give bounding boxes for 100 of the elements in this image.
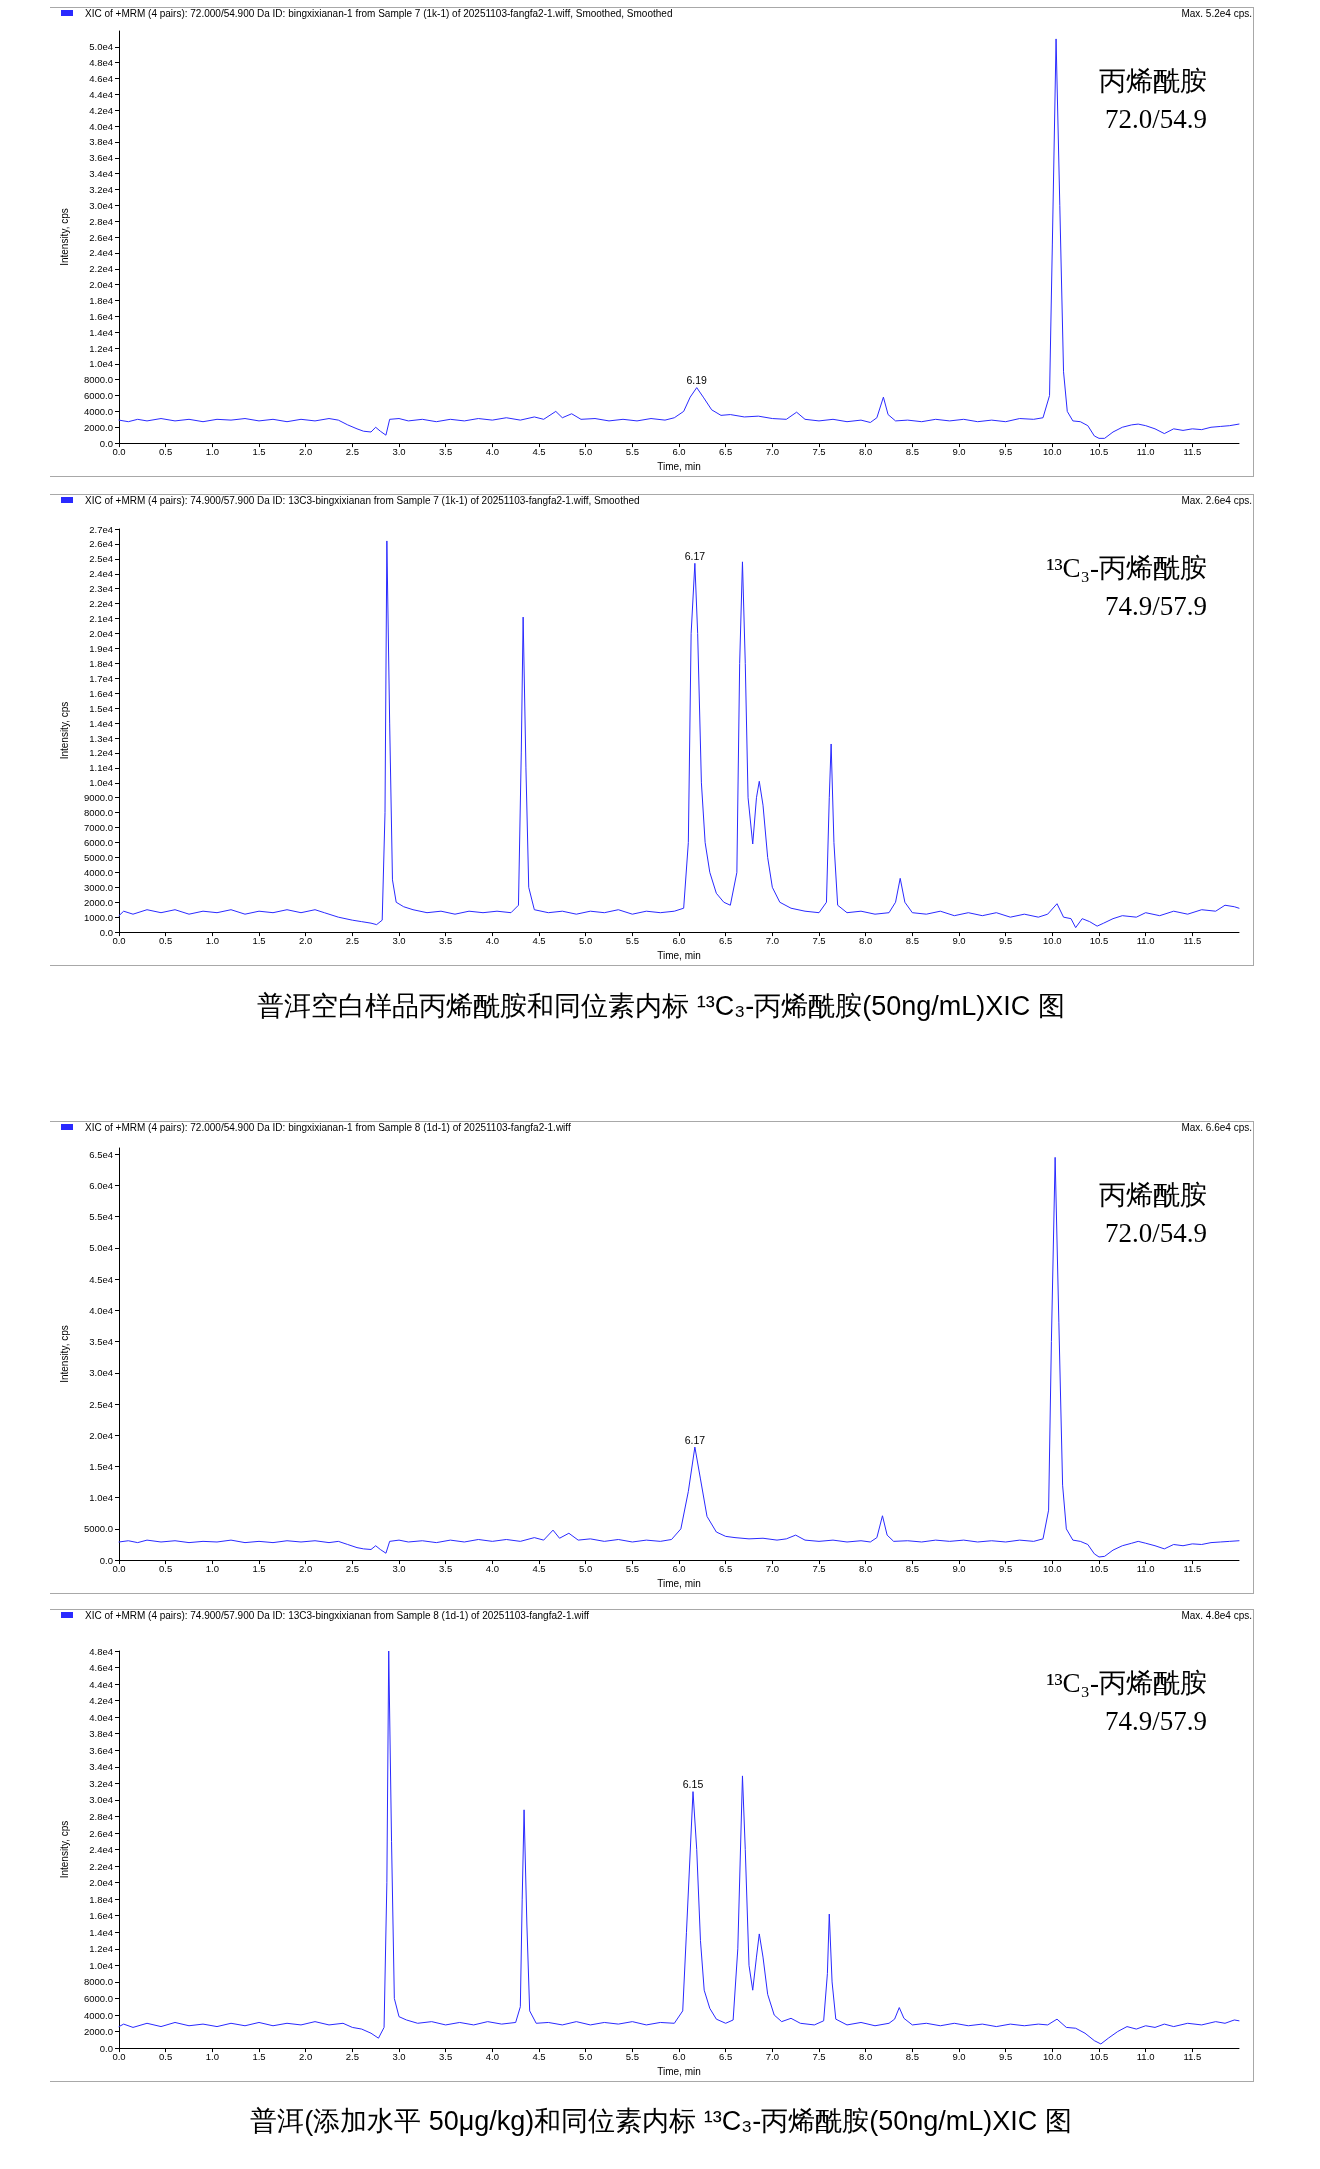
x-tick-label: 6.0: [672, 934, 686, 946]
x-tick-label: 8.5: [905, 1562, 919, 1574]
y-tick-label: 1.8e4: [89, 1893, 113, 1905]
annotation: 6.15: [682, 1778, 704, 1791]
y-tick-label: 0.0: [99, 437, 113, 449]
y-tick-label: 4.2e4: [89, 1695, 113, 1707]
line-series: [118, 1650, 1240, 2045]
x-tick-label: 4.5: [532, 934, 546, 946]
annotation: 74.9/57.9: [1105, 1705, 1208, 1736]
x-tick-label: 11.0: [1136, 445, 1155, 457]
x-tick-label: 1.0: [205, 2050, 219, 2062]
text: Max. 5.2e4 cps.: [1181, 7, 1252, 19]
y-tick-label: 1.0e4: [89, 358, 113, 370]
x-tick-label: 4.5: [532, 2050, 546, 2062]
x-tick-label: 0.0: [112, 934, 126, 946]
x-tick-label: 3.0: [392, 934, 406, 946]
x-axis-title: Time, min: [657, 949, 701, 961]
y-tick-label: 3.8e4: [89, 1728, 113, 1740]
x-tick-label: 8.5: [905, 934, 919, 946]
y-tick-label: 3.8e4: [89, 136, 113, 148]
x-tick-label: 6.0: [672, 1562, 686, 1574]
x-tick-label: 0.5: [159, 1562, 173, 1574]
x-tick-label: 10.0: [1043, 1562, 1062, 1574]
y-tick-label: 6.0e4: [89, 1179, 113, 1191]
y-tick-label: 2.4e4: [89, 568, 113, 580]
x-tick-label: 0.5: [159, 445, 173, 457]
x-tick-label: 11.0: [1136, 2050, 1155, 2062]
y-tick-label: 1.2e4: [89, 747, 113, 759]
x-tick-label: 0.0: [112, 2050, 126, 2062]
y-tick-label: 0.0: [99, 2042, 113, 2054]
y-tick-label: 4.0e4: [89, 120, 113, 132]
legend-label: XIC of +MRM (4 pairs): 72.000/54.900 Da ID: bingxixianan-1 from Sample 8 (1d-1) of 20251103-fangfa2-1.wiff: [85, 1121, 571, 1133]
x-tick-label: 4.5: [532, 1562, 546, 1574]
y-tick-label: 2.0e4: [89, 1429, 113, 1441]
y-tick-label: 2.5e4: [89, 1398, 113, 1410]
y-tick-label: 4000.0: [83, 866, 113, 878]
y-tick-label: 1.7e4: [89, 672, 113, 684]
y-tick-label: 3.0e4: [89, 199, 113, 211]
x-tick-label: 7.5: [812, 1562, 826, 1574]
x-tick-label: 10.0: [1043, 2050, 1062, 2062]
x-tick-label: 0.5: [159, 934, 173, 946]
y-tick-label: 4.6e4: [89, 1662, 113, 1674]
y-tick-label: 5000.0: [83, 1523, 113, 1535]
y-tick-label: 1000.0: [83, 911, 113, 923]
x-tick-label: 9.5: [999, 1562, 1013, 1574]
y-tick-label: 8000.0: [83, 374, 113, 386]
x-tick-label: 4.5: [532, 445, 546, 457]
x-axis-title: Time, min: [657, 460, 701, 472]
x-tick-label: 5.0: [579, 1562, 593, 1574]
y-tick-label: 2000.0: [83, 2026, 113, 2038]
y-tick-label: 2.8e4: [89, 1810, 113, 1822]
x-tick-label: 2.0: [299, 445, 313, 457]
y-tick-label: 3.6e4: [89, 1744, 113, 1756]
x-tick-label: 10.5: [1089, 2050, 1109, 2062]
y-tick-label: 1.9e4: [89, 642, 113, 654]
x-tick-label: 4.0: [485, 445, 499, 457]
x-tick-label: 5.5: [625, 2050, 639, 2062]
legend-label: XIC of +MRM (4 pairs): 74.900/57.900 Da ID: 13C3-bingxixianan from Sample 8 (1d-1) of 20251103-fangfa2-1.wiff: [85, 1609, 590, 1621]
x-tick-label: 5.0: [579, 934, 593, 946]
x-tick-label: 1.0: [205, 445, 219, 457]
x-tick-label: 7.5: [812, 934, 826, 946]
x-tick-label: 10.5: [1089, 445, 1109, 457]
y-tick-label: 7000.0: [83, 822, 113, 834]
y-tick-label: 1.8e4: [89, 294, 113, 306]
annotation: 丙烯酰胺: [1099, 1179, 1207, 1210]
text: Max. 2.6e4 cps.: [1181, 494, 1252, 506]
y-tick-label: 6000.0: [83, 390, 113, 402]
x-tick-label: 11.0: [1136, 1562, 1155, 1574]
x-tick-label: 4.0: [485, 2050, 499, 2062]
y-tick-label: 1.6e4: [89, 310, 113, 322]
x-tick-label: 3.5: [439, 934, 453, 946]
x-tick-label: 1.0: [205, 934, 219, 946]
legend-label: XIC of +MRM (4 pairs): 74.900/57.900 Da ID: 13C3-bingxixianan from Sample 7 (1k-1) of 20251103-fangfa2-1.wiff, Smoothed: [85, 494, 640, 506]
y-tick-label: 1.0e4: [89, 1492, 113, 1504]
y-tick-label: 5.0e4: [89, 41, 113, 53]
x-tick-label: 0.5: [159, 2050, 173, 2062]
y-tick-label: 3.4e4: [89, 168, 113, 180]
annotation: 丙烯酰胺: [1099, 65, 1207, 96]
x-tick-label: 6.5: [719, 2050, 733, 2062]
x-tick-label: 10.5: [1089, 934, 1109, 946]
annotation: 6.17: [684, 1433, 706, 1446]
x-axis-title: Time, min: [657, 2065, 701, 2077]
y-tick-label: 2.4e4: [89, 1844, 113, 1856]
y-axis-title: Intensity, cps: [58, 208, 70, 266]
y-tick-label: 4.4e4: [89, 1678, 113, 1690]
x-tick-label: 1.5: [252, 445, 266, 457]
annotation: 74.9/57.9: [1105, 590, 1208, 621]
y-tick-label: 4.5e4: [89, 1273, 113, 1285]
x-tick-label: 6.5: [719, 1562, 733, 1574]
x-tick-label: 2.5: [345, 2050, 359, 2062]
y-tick-label: 2.4e4: [89, 247, 113, 259]
y-tick-label: 2.2e4: [89, 263, 113, 275]
x-tick-label: 4.0: [485, 934, 499, 946]
text: Max. 6.6e4 cps.: [1181, 1121, 1252, 1133]
x-tick-label: 1.0: [205, 1562, 219, 1574]
x-tick-label: 9.5: [999, 2050, 1013, 2062]
x-tick-label: 1.5: [252, 2050, 266, 2062]
x-tick-label: 11.5: [1183, 1562, 1202, 1574]
y-tick-label: 1.4e4: [89, 1926, 113, 1938]
y-tick-label: 3.0e4: [89, 1367, 113, 1379]
